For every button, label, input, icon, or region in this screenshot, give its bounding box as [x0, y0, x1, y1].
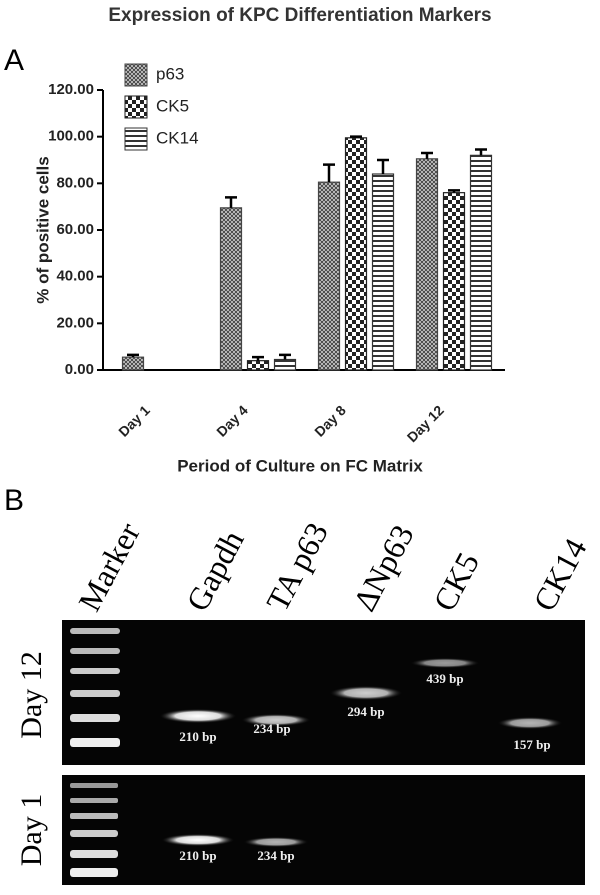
- y-axis-title: % of positive cells: [33, 156, 52, 303]
- legend-swatch: [124, 95, 148, 119]
- bar: [273, 358, 297, 371]
- legend-label: p63: [156, 64, 184, 83]
- bar: [246, 360, 270, 371]
- lane-label: Marker: [71, 516, 147, 616]
- error-bar: [323, 163, 335, 183]
- x-tick-label: Day 12: [404, 402, 447, 445]
- lane-label: ΔNp63: [346, 519, 421, 617]
- lane-label: Gapdh: [179, 525, 251, 617]
- bar: [219, 207, 243, 371]
- x-tick-label: Day 8: [311, 402, 349, 440]
- bar: [371, 173, 395, 371]
- chart-title: Expression of KPC Differentiation Marker…: [108, 5, 491, 26]
- lane-label: CK5: [426, 546, 486, 616]
- x-axis-title: Period of Culture on FC Matrix: [177, 456, 423, 475]
- x-tick-label: Day 1: [115, 402, 153, 440]
- y-tick-label: 120.00: [48, 81, 94, 98]
- legend-swatch: [124, 63, 148, 87]
- marker-ladder: [70, 628, 120, 877]
- band-label: 294 bp: [347, 704, 384, 719]
- band-label: 210 bp: [179, 848, 216, 863]
- bar: [415, 158, 439, 371]
- bar: [442, 192, 466, 371]
- legend-label: CK5: [156, 96, 189, 115]
- error-bar: [421, 151, 433, 159]
- gel-bands: [160, 658, 562, 847]
- y-tick-label: 40.00: [56, 268, 94, 285]
- error-bar: [377, 158, 389, 174]
- legend-swatch: [124, 127, 148, 151]
- bar: [121, 356, 145, 371]
- error-bar: [279, 353, 291, 360]
- y-tick-label: 60.00: [56, 221, 94, 238]
- band-label: 234 bp: [257, 848, 294, 863]
- x-tick-label: Day 4: [213, 402, 251, 440]
- bar: [317, 181, 341, 371]
- error-bar: [448, 189, 460, 193]
- band-label: 157 bp: [513, 737, 550, 752]
- band-label: 234 bp: [253, 721, 290, 736]
- gel-image: [62, 775, 585, 885]
- bar: [469, 154, 493, 371]
- error-bar: [252, 355, 264, 361]
- panel-label: A: [4, 44, 24, 77]
- y-tick-label: 0.00: [65, 361, 94, 378]
- gel-image: [62, 620, 585, 765]
- error-bar: [127, 353, 139, 358]
- y-tick-label: 100.00: [48, 128, 94, 145]
- y-tick-label: 20.00: [56, 314, 94, 331]
- error-bar: [225, 196, 237, 208]
- band-label: 210 bp: [179, 729, 216, 744]
- error-bar: [475, 148, 487, 156]
- bar: [344, 137, 368, 371]
- band-label: 439 bp: [426, 671, 463, 686]
- lane-label: CK14: [526, 532, 594, 616]
- row-label: Day 12: [15, 651, 48, 738]
- panel-label: B: [4, 484, 24, 517]
- legend-label: CK14: [156, 128, 199, 147]
- row-label: Day 1: [15, 794, 48, 866]
- error-bar: [350, 135, 362, 138]
- lane-label: TA p63: [259, 517, 335, 617]
- y-tick-label: 80.00: [56, 174, 94, 191]
